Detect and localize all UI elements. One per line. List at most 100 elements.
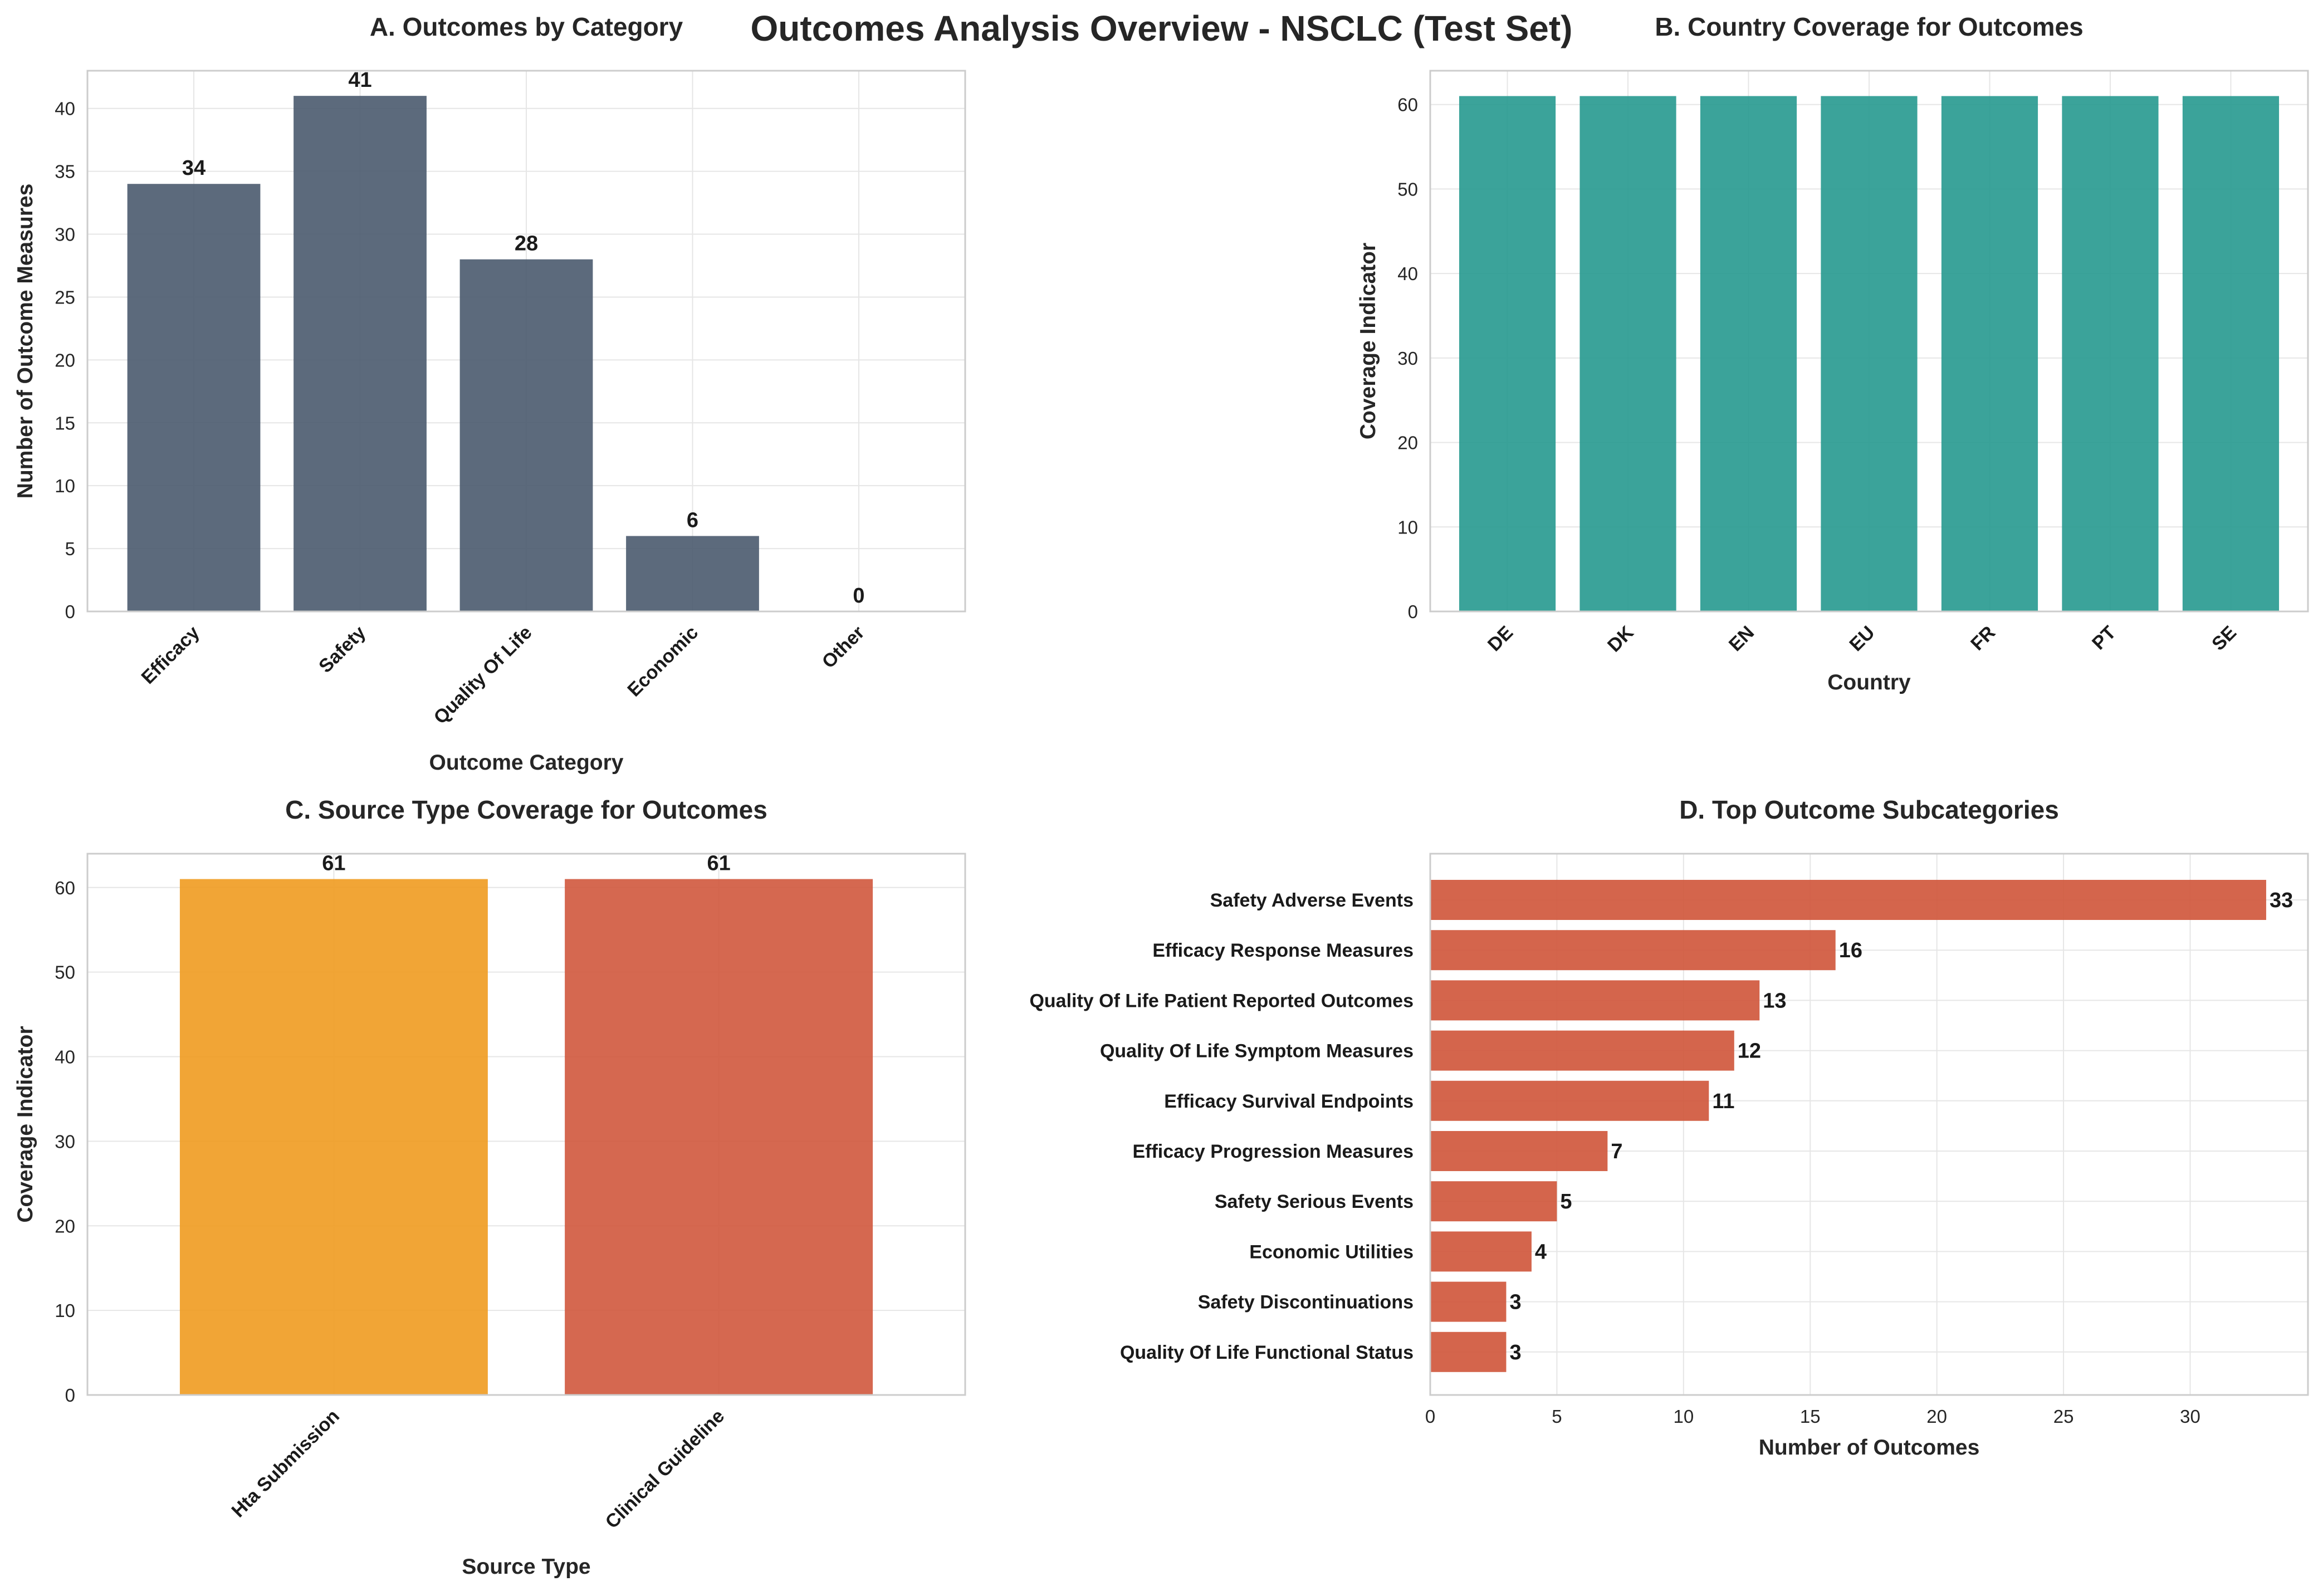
- xtick-label: EN: [1725, 622, 1758, 655]
- ytick-label: 0: [65, 601, 75, 622]
- ytick-label: 0: [65, 1385, 75, 1406]
- xtick-label: 0: [1425, 1406, 1435, 1427]
- chart-d: 0 5 10 15 20 25 30 33 Safety Adverse Events 16 Eff…: [1029, 795, 2309, 1460]
- ytick-label: 60: [55, 878, 75, 898]
- ytick-label: Safety Adverse Events: [1210, 890, 1414, 911]
- bar-value-label: 11: [1712, 1090, 1734, 1113]
- bar-value-label: 61: [322, 852, 345, 875]
- x-axis-label: Source Type: [462, 1555, 590, 1579]
- xtick-label: 30: [2180, 1406, 2200, 1427]
- ytick-label: 40: [55, 99, 75, 119]
- bar-value-label: 5: [1560, 1190, 1572, 1213]
- bar-eu: [1821, 96, 1918, 611]
- bar-hta-submission: [179, 879, 488, 1395]
- ytick-label: 10: [55, 1300, 75, 1321]
- bar-value-label: 4: [1535, 1240, 1547, 1264]
- y-axis-label: Number of Outcome Measures: [13, 184, 37, 499]
- ytick-label: 10: [1397, 517, 1418, 537]
- bar-safety-discontinuations: [1430, 1281, 1507, 1322]
- bar-safety-adverse-events: [1430, 880, 2266, 920]
- ytick-label: Safety Serious Events: [1215, 1191, 1414, 1212]
- bar-value-label: 28: [515, 232, 538, 256]
- xtick-label: PT: [2088, 622, 2120, 654]
- axes-frame: [1429, 853, 2309, 1396]
- ytick-label: 20: [55, 350, 75, 370]
- ytick-label: 5: [65, 538, 75, 559]
- x-axis-label: Country: [1827, 670, 1911, 694]
- ytick-label: Efficacy Survival Endpoints: [1164, 1091, 1414, 1112]
- xtick-label: Efficacy: [138, 622, 204, 688]
- bar-quality-of-life-functional-status: [1430, 1331, 1507, 1372]
- ytick-label: 60: [1397, 95, 1418, 115]
- bar-clinical-guideline: [565, 879, 873, 1395]
- bar-value-label: 3: [1509, 1341, 1521, 1364]
- xtick-label: Other: [818, 622, 869, 673]
- bar-dk: [1579, 96, 1676, 611]
- figure-suptitle: Outcomes Analysis Overview - NSCLC (Test…: [750, 8, 1573, 48]
- bar-de: [1459, 96, 1556, 611]
- ytick-label: 20: [1397, 433, 1418, 453]
- bar-value-label: 6: [687, 509, 698, 532]
- axes-frame: [1429, 70, 2309, 613]
- chart-title: A. Outcomes by Category: [370, 12, 683, 41]
- ytick-label: 30: [55, 1131, 75, 1152]
- bar-quality-of-life-patient-reported-outcomes: [1430, 980, 1760, 1021]
- bar-efficacy-response-measures: [1430, 930, 1836, 971]
- x-axis-label: Outcome Category: [429, 751, 624, 775]
- bar-safety: [294, 96, 427, 612]
- ytick-label: 10: [55, 476, 75, 496]
- ytick-label: Quality Of Life Patient Reported Outcome…: [1029, 990, 1414, 1011]
- x-axis-label: Number of Outcomes: [1759, 1436, 1980, 1460]
- ytick-label: Quality Of Life Symptom Measures: [1100, 1041, 1414, 1062]
- xtick-label: EU: [1845, 622, 1879, 655]
- xtick-label: 25: [2053, 1406, 2074, 1427]
- xtick-label: Economic: [623, 622, 702, 701]
- xtick-label: DE: [1484, 622, 1517, 655]
- ytick-label: Economic Utilities: [1249, 1241, 1414, 1262]
- bar-value-label: 16: [1839, 939, 1862, 962]
- bar-economic-utilities: [1430, 1231, 1532, 1272]
- bar-efficacy-progression-measures: [1430, 1131, 1608, 1171]
- ytick-label: 50: [55, 962, 75, 983]
- ytick-label: 15: [55, 413, 75, 433]
- chart-title: D. Top Outcome Subcategories: [1679, 795, 2059, 824]
- ytick-label: Efficacy Progression Measures: [1132, 1141, 1414, 1162]
- bar-efficacy: [127, 184, 261, 611]
- xtick-label: 15: [1800, 1406, 1821, 1427]
- xtick-label: FR: [1967, 622, 1999, 655]
- chart-title: B. Country Coverage for Outcomes: [1655, 12, 2083, 41]
- chart-a: 0 5 10 15 20 25 30 35 40 34 Efficacy 41 Safety 28 Qual…: [13, 12, 966, 775]
- bar-value-label: 0: [853, 584, 864, 608]
- bar-en: [1700, 96, 1797, 611]
- axes-frame: [86, 853, 966, 1396]
- ytick-label: 0: [1408, 601, 1418, 622]
- chart-c: 0 10 20 30 40 50 60 61 Hta Submission 61 Clinical …: [13, 795, 966, 1579]
- ytick-label: Quality Of Life Functional Status: [1120, 1342, 1414, 1363]
- ytick-label: Safety Discontinuations: [1198, 1292, 1414, 1313]
- ytick-label: 20: [55, 1216, 75, 1236]
- bar-pt: [2062, 96, 2159, 611]
- xtick-label: Clinical Guideline: [601, 1406, 729, 1533]
- bar-se: [2182, 96, 2280, 611]
- ytick-label: 35: [55, 161, 75, 182]
- axes-frame: [86, 70, 966, 613]
- xtick-label: SE: [2208, 622, 2241, 655]
- y-axis-label: Coverage Indicator: [13, 1026, 37, 1222]
- ytick-label: 50: [1397, 179, 1418, 199]
- bar-safety-serious-events: [1430, 1181, 1557, 1222]
- xtick-label: Hta Submission: [227, 1406, 344, 1522]
- y-axis-label: Coverage Indicator: [1356, 243, 1380, 439]
- xtick-label: Safety: [315, 622, 370, 677]
- bar-economic: [626, 536, 759, 611]
- bar-value-label: 7: [1611, 1140, 1622, 1163]
- ytick-label: Efficacy Response Measures: [1152, 940, 1414, 961]
- bar-value-label: 34: [182, 156, 206, 180]
- ytick-label: 40: [55, 1047, 75, 1068]
- bar-fr: [1941, 96, 2038, 611]
- bar-value-label: 33: [2270, 889, 2293, 912]
- xtick-label: 20: [1926, 1406, 1947, 1427]
- xtick-label: 10: [1673, 1406, 1694, 1427]
- ytick-label: 25: [55, 287, 75, 307]
- xtick-label: Quality Of Life: [429, 622, 536, 728]
